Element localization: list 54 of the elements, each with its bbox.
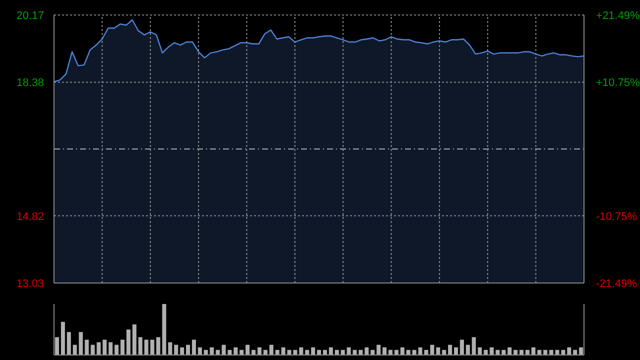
bar xyxy=(257,347,262,355)
y-tick-label: 13.03 xyxy=(16,278,44,290)
y2-tick-label: +10.75% xyxy=(596,76,640,89)
bar xyxy=(198,347,202,355)
bar xyxy=(246,344,250,355)
y-tick-label: 20.17 xyxy=(16,10,44,22)
bar xyxy=(66,332,71,355)
bar xyxy=(162,304,166,355)
bar xyxy=(174,344,178,355)
bar xyxy=(472,337,476,355)
bar xyxy=(311,347,316,355)
bar xyxy=(114,344,119,355)
bar xyxy=(328,347,333,355)
bar xyxy=(269,344,274,355)
bar xyxy=(180,347,184,355)
bar xyxy=(186,344,190,355)
bar xyxy=(299,347,304,355)
bar xyxy=(567,347,572,355)
bar xyxy=(448,344,452,355)
bar xyxy=(376,344,381,355)
bar xyxy=(466,344,470,355)
bar xyxy=(400,347,404,355)
bar xyxy=(120,340,125,355)
y2-tick-label: -10.75% xyxy=(596,211,638,224)
bar xyxy=(72,344,77,355)
bar xyxy=(108,342,113,355)
bar xyxy=(126,330,130,355)
y-tick-label: 18.38 xyxy=(16,77,44,90)
bar xyxy=(144,340,148,355)
bar xyxy=(210,347,214,355)
bar xyxy=(460,340,464,355)
bar xyxy=(60,322,65,355)
bar xyxy=(531,347,536,355)
y2-tick-label: +21.49% xyxy=(596,10,640,22)
bar xyxy=(132,324,136,355)
bar xyxy=(430,344,434,355)
bar xyxy=(478,347,482,355)
bar xyxy=(138,337,142,355)
y-tick-label: 14.82 xyxy=(16,210,44,223)
bar xyxy=(102,340,107,355)
bar xyxy=(55,337,59,355)
bar xyxy=(382,347,387,355)
bar xyxy=(234,347,238,355)
bar xyxy=(192,340,196,355)
bar xyxy=(579,347,584,355)
y2-tick-label: -21.49% xyxy=(596,278,638,290)
bar xyxy=(436,347,440,355)
bar xyxy=(346,347,351,355)
bar xyxy=(78,332,83,355)
bar xyxy=(96,342,101,355)
bar xyxy=(508,347,512,355)
bar xyxy=(168,342,172,355)
bar xyxy=(454,347,458,355)
bar xyxy=(364,347,369,355)
